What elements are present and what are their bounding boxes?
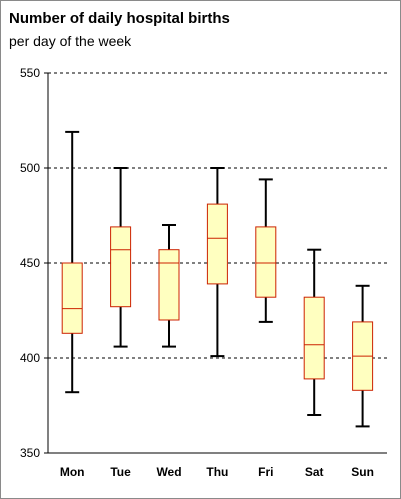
chart-subtitle: per day of the week [9,33,132,49]
y-tick-label: 550 [20,66,40,80]
x-tick-label: Tue [110,465,131,479]
y-tick-label: 400 [20,351,40,365]
box-iqr [61,262,83,334]
box-sun [352,284,374,428]
y-axis: 350 400 450 500 550 [20,66,387,460]
x-axis-labels: Mon Tue Wed Thu Fri Sat Sun [60,465,374,479]
y-tick-label: 450 [20,256,40,270]
x-tick-label: Wed [156,465,181,479]
box-iqr [303,296,325,380]
y-tick-label: 350 [20,446,40,460]
x-tick-label: Mon [60,465,85,479]
box-iqr [206,203,228,285]
box-iqr [255,226,277,298]
box-iqr [110,226,132,308]
x-tick-label: Fri [258,465,273,479]
box-series [61,130,374,428]
box-fri [255,178,277,323]
box-tue [110,167,132,348]
box-sat [303,248,325,416]
x-tick-label: Sat [305,465,324,479]
box-wed [158,224,180,348]
box-iqr [158,249,180,321]
box-mon [61,130,83,394]
chart-title: Number of daily hospital births [9,10,230,27]
y-tick-label: 500 [20,161,40,175]
box-thu [206,167,228,358]
x-tick-label: Sun [351,465,374,479]
x-tick-label: Thu [206,465,228,479]
